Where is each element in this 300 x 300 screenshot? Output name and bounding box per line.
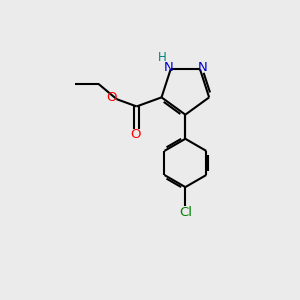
Text: O: O xyxy=(130,128,141,142)
Text: H: H xyxy=(158,50,166,64)
Text: Cl: Cl xyxy=(179,206,192,219)
Text: N: N xyxy=(197,61,207,74)
Text: O: O xyxy=(106,91,117,104)
Text: N: N xyxy=(164,61,173,74)
